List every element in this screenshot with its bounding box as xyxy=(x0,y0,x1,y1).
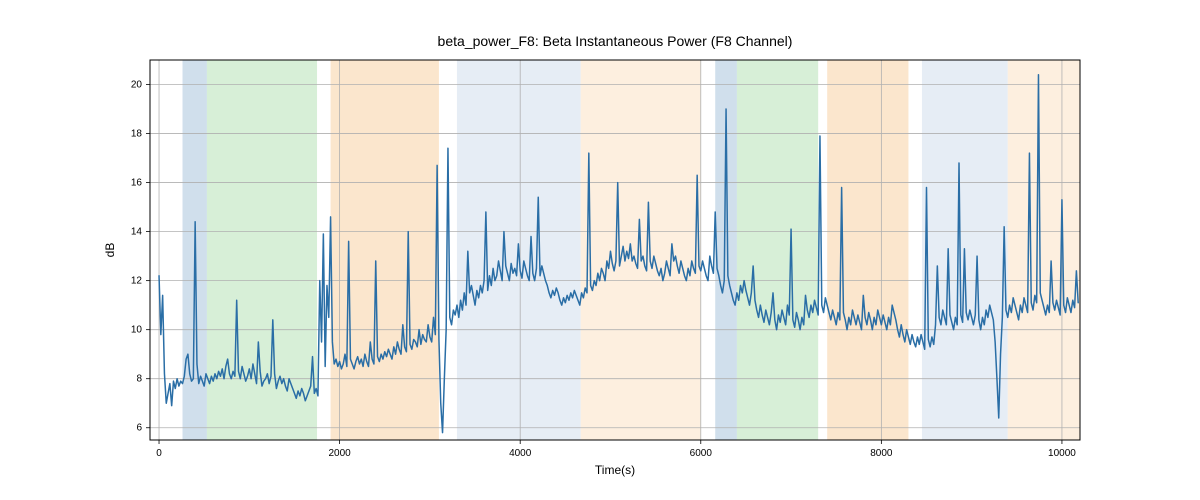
phase-band-7 xyxy=(827,60,908,440)
phase-band-9 xyxy=(1008,60,1080,440)
chart-title: beta_power_F8: Beta Instantaneous Power … xyxy=(438,33,793,49)
x-tick-label: 8000 xyxy=(870,448,893,459)
y-tick-label: 8 xyxy=(136,374,142,385)
y-tick-label: 6 xyxy=(136,423,142,434)
x-tick-label: 2000 xyxy=(328,448,351,459)
x-axis-label: Time(s) xyxy=(595,463,635,477)
x-tick-label: 4000 xyxy=(509,448,532,459)
x-tick-label: 6000 xyxy=(690,448,713,459)
y-tick-label: 20 xyxy=(131,80,143,91)
beta-power-chart: 0 2000 4000 6000 8000 10000 6 8 10 12 14 16 18 20 Time… xyxy=(0,0,1200,500)
y-tick-label: 10 xyxy=(131,325,143,336)
x-tick-label: 0 xyxy=(156,448,162,459)
y-tick-label: 12 xyxy=(131,276,143,287)
y-axis-label: dB xyxy=(103,243,117,258)
chart-container: 0 2000 4000 6000 8000 10000 6 8 10 12 14 16 18 20 Time… xyxy=(0,0,1200,500)
x-tick-label: 10000 xyxy=(1048,448,1076,459)
y-tick-label: 14 xyxy=(131,227,143,238)
phase-band-2 xyxy=(331,60,439,440)
phase-band-6 xyxy=(737,60,818,440)
y-tick-label: 18 xyxy=(131,129,143,140)
y-tick-label: 16 xyxy=(131,178,143,189)
